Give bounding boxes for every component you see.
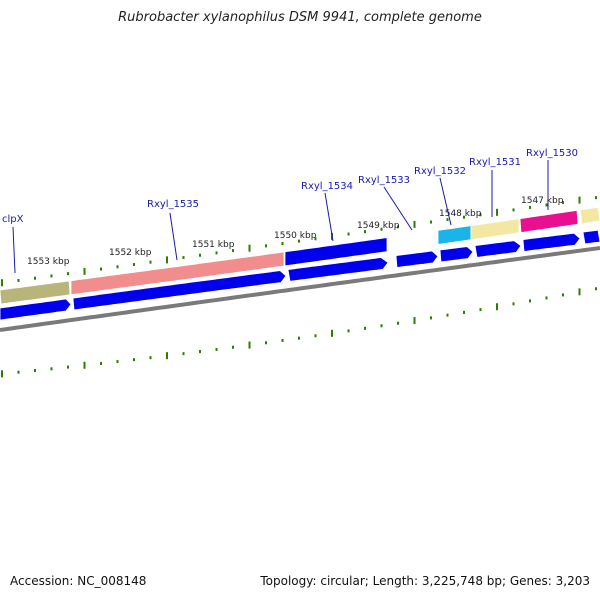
leader-line	[439, 177, 452, 226]
cds-arrow	[395, 250, 439, 268]
scale-label: 1551 kbp	[192, 240, 235, 250]
inner-tick-marks	[1, 287, 597, 378]
gene-label: Rxyl_1531	[469, 157, 521, 168]
cds-arrow	[582, 229, 600, 245]
leader-line	[324, 192, 334, 242]
gene-label: Rxyl_1535	[147, 199, 199, 210]
scale-label: 1547 kbp	[521, 196, 564, 206]
cog-segment	[70, 251, 285, 296]
cog-segment	[579, 206, 600, 225]
cog-segment	[284, 237, 388, 267]
cog-feature-track	[0, 206, 600, 305]
gene-label: Rxyl_1534	[301, 181, 353, 192]
cds-arrow	[287, 257, 389, 282]
gene-label: Rxyl_1532	[414, 166, 466, 177]
cds-arrow	[72, 270, 287, 311]
cds-arrow	[0, 298, 72, 321]
leader-line	[383, 186, 413, 231]
cds-arrow	[439, 246, 474, 263]
cog-segment	[0, 280, 71, 305]
cog-segment	[470, 218, 520, 241]
cds-arrow	[522, 232, 581, 252]
cog-segment	[519, 209, 579, 233]
leader-line	[169, 212, 178, 261]
cds-arrow	[474, 240, 522, 258]
accession-label: Accession: NC_008148	[10, 574, 147, 588]
scale-label: 1550 kbp	[274, 231, 317, 241]
gene-label: clpX	[2, 214, 24, 225]
cog-segment	[437, 225, 472, 245]
scale-labels: 1553 kbp 1552 kbp 1551 kbp 1550 kbp 1549 kbp…	[27, 196, 564, 267]
map-title: Rubrobacter xylanophilus DSM 9941, compl…	[118, 10, 482, 25]
scale-label: 1548 kbp	[439, 209, 482, 219]
gene-label: Rxyl_1530	[526, 148, 578, 159]
scale-label: 1553 kbp	[27, 257, 70, 267]
leader-line	[12, 226, 16, 274]
gene-labels: clpX Rxyl_1535 Rxyl_1534 Rxyl_1533 Rxyl_1532…	[2, 148, 578, 225]
gene-label: Rxyl_1533	[358, 175, 410, 186]
scale-label: 1549 kbp	[357, 221, 400, 231]
scale-label: 1552 kbp	[109, 248, 152, 258]
cds-feature-track	[0, 229, 600, 321]
genome-summary: Topology: circular; Length: 3,225,748 bp…	[260, 574, 590, 588]
label-leader-lines	[12, 160, 549, 274]
genome-backbone	[0, 246, 600, 332]
